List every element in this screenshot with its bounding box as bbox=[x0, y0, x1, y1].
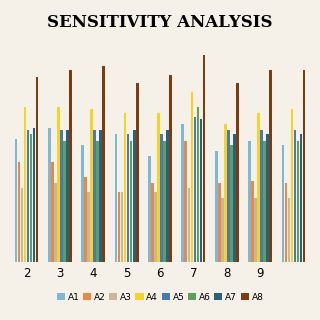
Bar bbox=[285, 183, 287, 262]
Bar bbox=[300, 134, 302, 262]
Bar bbox=[66, 130, 69, 262]
Bar bbox=[54, 183, 57, 262]
Bar bbox=[236, 83, 239, 262]
Bar bbox=[93, 130, 96, 262]
Bar bbox=[148, 156, 151, 262]
Bar bbox=[185, 141, 187, 262]
Bar bbox=[163, 141, 166, 262]
Bar bbox=[181, 124, 184, 262]
Bar bbox=[63, 141, 66, 262]
Bar bbox=[263, 141, 266, 262]
Bar bbox=[151, 183, 154, 262]
Bar bbox=[118, 192, 120, 262]
Bar bbox=[96, 141, 99, 262]
Bar bbox=[27, 130, 29, 262]
Bar bbox=[188, 188, 190, 262]
Bar bbox=[130, 141, 132, 262]
Bar bbox=[127, 134, 130, 262]
Bar bbox=[154, 192, 157, 262]
Bar bbox=[18, 162, 20, 262]
Bar bbox=[20, 188, 23, 262]
Bar bbox=[133, 130, 135, 262]
Bar bbox=[288, 198, 291, 262]
Bar bbox=[33, 128, 35, 262]
Bar bbox=[233, 134, 236, 262]
Bar bbox=[251, 181, 254, 262]
Bar bbox=[166, 130, 169, 262]
Bar bbox=[57, 107, 60, 262]
Bar bbox=[227, 130, 230, 262]
Bar bbox=[190, 92, 193, 262]
Bar bbox=[266, 134, 269, 262]
Bar bbox=[48, 128, 51, 262]
Bar bbox=[69, 70, 72, 262]
Bar bbox=[203, 55, 205, 262]
Bar bbox=[169, 75, 172, 262]
Bar bbox=[102, 66, 105, 262]
Bar bbox=[36, 77, 38, 262]
Bar bbox=[294, 130, 296, 262]
Bar bbox=[257, 113, 260, 262]
Bar bbox=[230, 145, 233, 262]
Bar bbox=[215, 151, 218, 262]
Bar bbox=[157, 113, 160, 262]
Legend: A1, A2, A3, A4, A5, A6, A7, A8: A1, A2, A3, A4, A5, A6, A7, A8 bbox=[53, 289, 267, 306]
Bar bbox=[60, 130, 63, 262]
Bar bbox=[99, 130, 102, 262]
Bar bbox=[200, 119, 202, 262]
Bar bbox=[87, 192, 90, 262]
Bar bbox=[260, 130, 263, 262]
Bar bbox=[24, 107, 26, 262]
Bar bbox=[196, 107, 199, 262]
Bar bbox=[303, 70, 306, 262]
Bar bbox=[224, 124, 227, 262]
Bar bbox=[136, 83, 139, 262]
Bar bbox=[115, 134, 117, 262]
Bar bbox=[84, 177, 87, 262]
Bar bbox=[51, 162, 54, 262]
Title: SENSITIVITY ANALYSIS: SENSITIVITY ANALYSIS bbox=[47, 14, 273, 31]
Bar bbox=[14, 139, 17, 262]
Bar bbox=[221, 198, 224, 262]
Bar bbox=[282, 145, 284, 262]
Bar bbox=[194, 117, 196, 262]
Bar bbox=[218, 183, 221, 262]
Bar bbox=[248, 141, 251, 262]
Bar bbox=[291, 109, 293, 262]
Bar bbox=[90, 109, 93, 262]
Bar bbox=[160, 134, 163, 262]
Bar bbox=[269, 70, 272, 262]
Bar bbox=[81, 145, 84, 262]
Bar bbox=[29, 134, 32, 262]
Bar bbox=[254, 198, 257, 262]
Bar bbox=[124, 113, 126, 262]
Bar bbox=[297, 141, 300, 262]
Bar bbox=[121, 192, 124, 262]
